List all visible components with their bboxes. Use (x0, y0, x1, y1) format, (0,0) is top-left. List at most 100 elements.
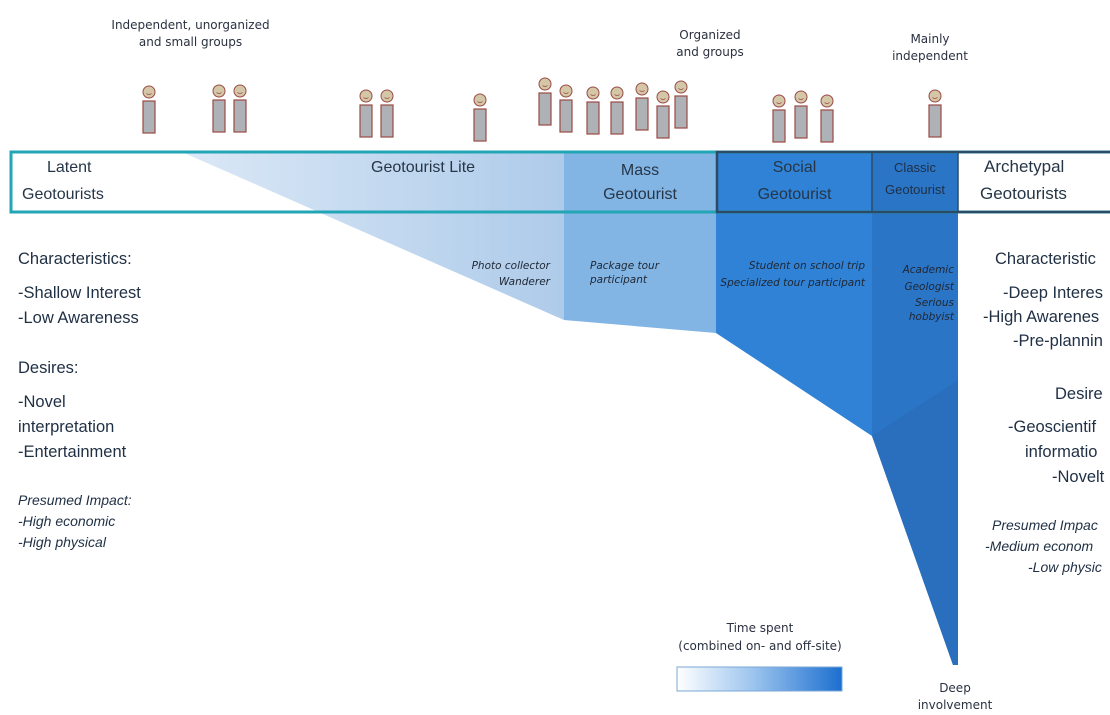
deep-involvement-1: Deep (939, 681, 971, 695)
right-desire-3: -Novelt (1052, 468, 1105, 486)
person-head (635, 82, 649, 96)
example-academic: Academic (902, 264, 954, 276)
person-head (473, 93, 487, 107)
person-smile (798, 98, 804, 100)
label-organized: Organized and groups (676, 28, 744, 59)
classic-label-1: Classic (894, 160, 936, 175)
person-head (538, 77, 552, 91)
lite-label: Geotourist Lite (371, 159, 476, 176)
person-head (559, 84, 573, 98)
person-icon (820, 94, 834, 143)
person-smile (384, 97, 390, 99)
right-desire-2: informatio (1025, 443, 1098, 461)
person-body (656, 105, 670, 139)
example-specialized: Specialized tour participant (720, 277, 865, 289)
person-smile (477, 101, 483, 103)
person-icon (359, 89, 373, 138)
person-body (820, 109, 834, 143)
legend-title-2: (combined on- and off-site) (678, 639, 842, 653)
person-head (794, 90, 808, 104)
right-desire-1: -Geoscientif (1008, 418, 1097, 436)
person-head (772, 94, 786, 108)
person-head (928, 89, 942, 103)
person-body (142, 100, 156, 134)
person-icon (656, 90, 670, 139)
left-desire-1: -Novel (18, 393, 66, 411)
person-smile (639, 90, 645, 92)
person-icon (794, 90, 808, 139)
person-head (142, 85, 156, 99)
person-icon (380, 89, 394, 138)
person-icon (635, 82, 649, 131)
person-icon (142, 85, 156, 134)
person-body (794, 105, 808, 139)
right-impact-2: -Low physic (1028, 559, 1102, 575)
label-mainly-independent: Mainly independent (892, 32, 968, 63)
person-smile (614, 94, 620, 96)
classic-tail (872, 380, 958, 665)
left-desires-heading: Desires: (18, 359, 79, 377)
person-head (359, 89, 373, 103)
person-body (233, 99, 247, 133)
left-impact-2: -High physical (18, 534, 106, 550)
left-desire-3: -Entertainment (18, 443, 127, 461)
person-smile (542, 85, 548, 87)
left-char-1: -Shallow Interest (18, 284, 141, 302)
person-icon (772, 94, 786, 143)
latent-frame (9, 150, 1110, 214)
person-icon (928, 89, 942, 138)
right-char-1: -Deep Interes (1003, 284, 1103, 302)
person-smile (146, 93, 152, 95)
person-icon (610, 86, 624, 135)
time-spent-gradient (676, 666, 843, 692)
left-impact-heading: Presumed Impact: (18, 492, 132, 508)
legend-title-1: Time spent (726, 621, 794, 635)
person-body (928, 104, 942, 138)
person-body (212, 99, 226, 133)
person-head (820, 94, 834, 108)
right-characteristics-heading: Characteristic (995, 250, 1096, 268)
person-body (610, 101, 624, 135)
person-body (559, 99, 573, 133)
latent-label-1: Latent (47, 159, 92, 176)
left-characteristics-heading: Characteristics: (18, 250, 132, 268)
person-icon (212, 84, 226, 133)
right-impact-1: -Medium econom (985, 538, 1094, 554)
right-desires-heading: Desire (1055, 385, 1103, 403)
person-icon (233, 84, 247, 133)
social-label-1: Social (772, 159, 817, 176)
person-body (380, 104, 394, 138)
person-smile (678, 88, 684, 90)
person-head (656, 90, 670, 104)
person-smile (824, 102, 830, 104)
example-package-tour: Package tour participant (590, 260, 660, 286)
person-body (359, 104, 373, 138)
person-head (610, 86, 624, 100)
person-body (538, 92, 552, 126)
archetypal-label-1: Archetypal (984, 157, 1065, 176)
right-char-3: -Pre-plannin (1013, 332, 1103, 350)
person-body (635, 97, 649, 131)
person-head (380, 89, 394, 103)
person-smile (237, 92, 243, 94)
person-icon (473, 93, 487, 142)
person-smile (590, 94, 596, 96)
right-char-2: -High Awarenes (983, 308, 1100, 326)
example-hobbyist: Serious hobbyist (908, 297, 954, 323)
deep-involvement-2: involvement (917, 698, 993, 712)
mass-label-1: Mass (620, 162, 660, 179)
person-body (586, 101, 600, 135)
example-wanderer: Wanderer (498, 276, 550, 288)
archetypal-label-2: Geotourists (980, 184, 1067, 203)
mass-label-2: Geotourist (603, 186, 677, 203)
left-char-2: -Low Awareness (18, 309, 139, 327)
person-smile (363, 97, 369, 99)
lite-wedge (182, 152, 564, 320)
person-icon (538, 77, 552, 126)
person-body (473, 108, 487, 142)
social-label-2: Geotourist (757, 186, 832, 203)
person-smile (660, 98, 666, 100)
person-head (233, 84, 247, 98)
